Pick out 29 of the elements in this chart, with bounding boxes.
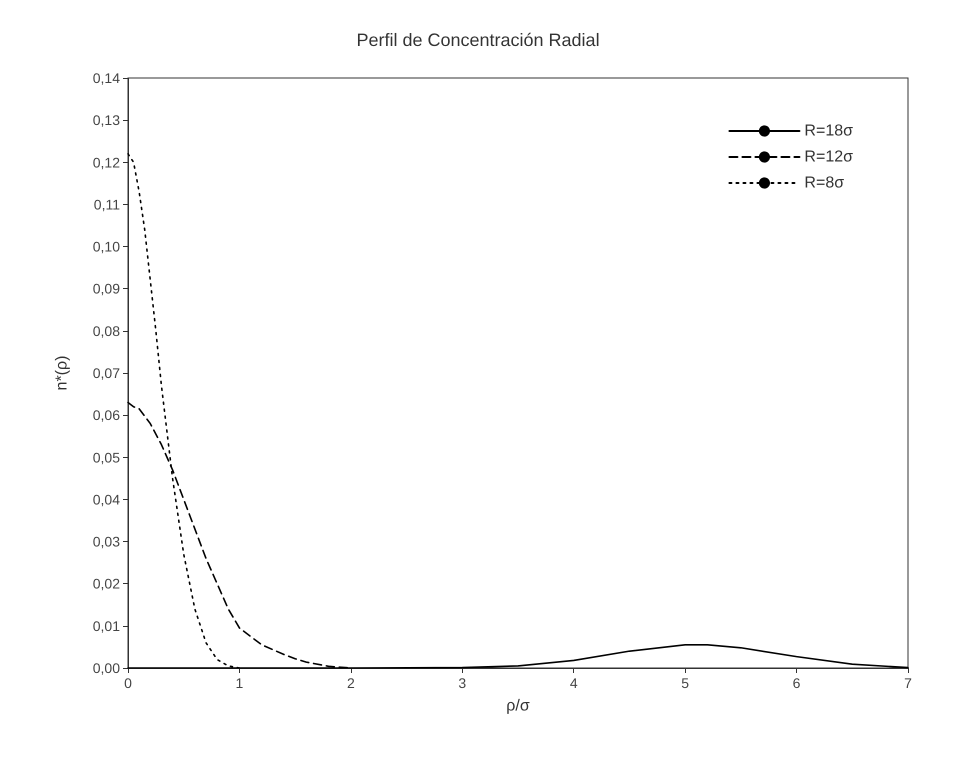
x-tick-label: 0 — [124, 675, 132, 691]
chart-title: Perfil de Concentración Radial — [356, 30, 600, 50]
y-axis-title: n*(ρ) — [54, 356, 70, 390]
x-tick-label: 1 — [236, 675, 244, 691]
x-tick-label: 4 — [570, 675, 578, 691]
x-axis-title: ρ/σ — [506, 698, 530, 714]
x-tick-label: 3 — [458, 675, 466, 691]
y-tick-label: 0,12 — [92, 154, 120, 170]
y-tick-label: 0,14 — [92, 70, 120, 86]
y-tick-label: 0,10 — [92, 238, 120, 255]
x-tick-label: 7 — [904, 675, 912, 691]
y-tick-label: 0,04 — [92, 491, 120, 508]
y-tick-label: 0,08 — [92, 322, 120, 339]
legend-label: R=12σ — [804, 148, 854, 166]
y-tick-label: 0,13 — [92, 112, 120, 128]
y-tick-label: 0,03 — [92, 534, 120, 550]
x-tick-label: 2 — [346, 675, 355, 691]
legend-label: R=18σ — [804, 122, 854, 140]
y-tick-label: 0,06 — [92, 407, 120, 424]
y-tick-label: 0,02 — [92, 576, 120, 592]
y-tick-label: 0,11 — [94, 196, 120, 212]
y-tick-label: 0,09 — [92, 280, 120, 297]
legend-label: R=8σ — [804, 174, 844, 192]
x-tick-label: 6 — [792, 675, 801, 691]
y-tick-label: 0,05 — [92, 449, 120, 466]
y-tick-label: 0,00 — [92, 660, 120, 676]
y-tick-label: 0,07 — [92, 365, 120, 381]
y-tick-label: 0,01 — [92, 618, 120, 634]
x-tick-label: 5 — [681, 675, 690, 691]
